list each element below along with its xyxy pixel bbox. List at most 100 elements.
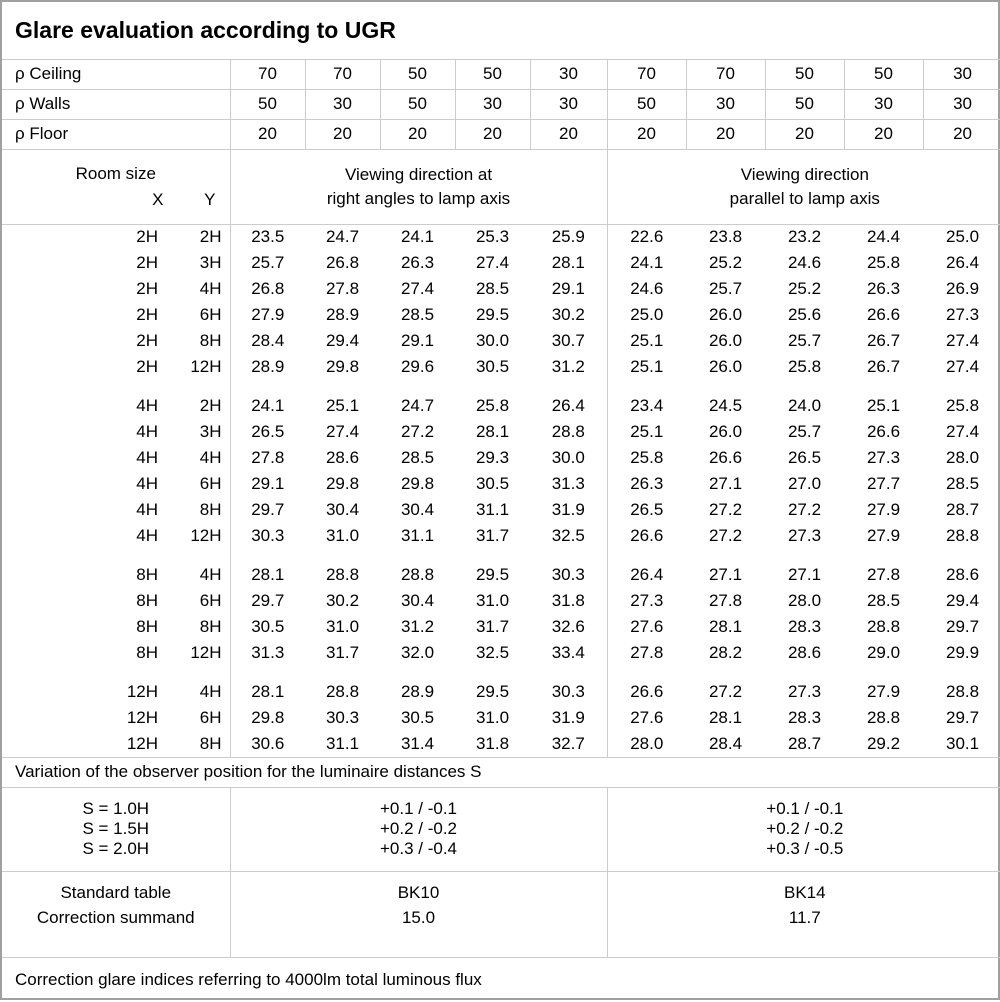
ugr-value-right-angles: 30.3 [530, 562, 607, 588]
ugr-value-right-angles: 29.8 [305, 354, 380, 380]
ugr-value-parallel: 25.0 [607, 302, 686, 328]
ugr-value-parallel: 27.3 [844, 445, 923, 471]
ugr-value-right-angles: 28.9 [380, 679, 455, 705]
ugr-value-parallel: 26.6 [686, 445, 765, 471]
x-column-label: X [2, 188, 174, 212]
ugr-value-right-angles: 29.5 [455, 562, 530, 588]
room-size-header: Room size X Y [2, 149, 230, 224]
ugr-value-parallel: 29.0 [844, 640, 923, 666]
room-x-value: 2H [2, 302, 164, 328]
standard-labels: Standard table Correction summand [2, 871, 230, 957]
variation-note-row: Variation of the observer position for t… [2, 757, 1000, 787]
ugr-value-right-angles: 31.0 [305, 523, 380, 549]
standard-table-value: BK10 [231, 880, 607, 905]
ugr-value-right-angles: 31.2 [530, 354, 607, 380]
ugr-value-parallel: 27.3 [923, 302, 1000, 328]
correction-summand-label: Correction summand [2, 905, 230, 930]
ugr-value-right-angles: 24.7 [380, 393, 455, 419]
ugr-value-right-angles: 31.8 [530, 588, 607, 614]
ugr-value-parallel: 28.1 [686, 705, 765, 731]
reflectance-value: 50 [765, 89, 844, 119]
ugr-value-parallel: 25.0 [923, 224, 1000, 250]
ugr-value-parallel: 27.4 [923, 328, 1000, 354]
ugr-value-parallel: 25.6 [765, 302, 844, 328]
s-distance-label: S = 2.0H [2, 839, 230, 859]
ugr-value-right-angles: 29.8 [230, 705, 305, 731]
ugr-value-right-angles: 28.8 [380, 562, 455, 588]
ugr-value-right-angles: 29.7 [230, 497, 305, 523]
ugr-value-right-angles: 30.7 [530, 328, 607, 354]
ugr-value-parallel: 26.6 [607, 679, 686, 705]
room-y-value: 3H [164, 419, 230, 445]
page-title: Glare evaluation according to UGR [2, 17, 1000, 44]
reflectance-value: 30 [923, 59, 1000, 89]
ugr-value-parallel: 29.7 [923, 614, 1000, 640]
ugr-value-parallel: 24.5 [686, 393, 765, 419]
ugr-value-parallel: 27.2 [765, 497, 844, 523]
block-gap [2, 666, 1000, 679]
ugr-value-parallel: 27.1 [765, 562, 844, 588]
reflectance-value: 30 [305, 89, 380, 119]
ugr-value-parallel: 27.6 [607, 705, 686, 731]
ugr-value-parallel: 24.6 [765, 250, 844, 276]
ugr-value-right-angles: 31.7 [305, 640, 380, 666]
ugr-value-parallel: 26.0 [686, 419, 765, 445]
s-distance-label: S = 1.0H [2, 799, 230, 819]
ugr-value-right-angles: 32.7 [530, 731, 607, 757]
footer-row: Correction glare indices referring to 40… [2, 957, 1000, 1002]
ugr-value-right-angles: 25.7 [230, 250, 305, 276]
ugr-value-parallel: 26.4 [607, 562, 686, 588]
standard-values-right-angles: BK10 15.0 [230, 871, 607, 957]
room-y-value: 6H [164, 705, 230, 731]
ugr-value-parallel: 26.4 [923, 250, 1000, 276]
gap-cell [230, 666, 607, 679]
ugr-value-parallel: 24.6 [607, 276, 686, 302]
group-header-line: Viewing direction [608, 163, 1000, 187]
ugr-value-parallel: 24.4 [844, 224, 923, 250]
ugr-value-right-angles: 30.0 [530, 445, 607, 471]
reflectance-label: ρ Walls [2, 89, 230, 119]
ugr-value-right-angles: 31.0 [455, 588, 530, 614]
room-y-value: 3H [164, 250, 230, 276]
reflectance-value: 70 [607, 59, 686, 89]
room-y-value: 8H [164, 731, 230, 757]
ugr-value-right-angles: 26.3 [380, 250, 455, 276]
ugr-value-right-angles: 32.6 [530, 614, 607, 640]
variation-note: Variation of the observer position for t… [2, 757, 1000, 787]
ugr-value-parallel: 24.0 [765, 393, 844, 419]
reflectance-value: 20 [607, 119, 686, 149]
reflectance-value: 50 [230, 89, 305, 119]
reflectance-value: 20 [686, 119, 765, 149]
ugr-value-right-angles: 30.4 [380, 497, 455, 523]
correction-summand-value: 11.7 [608, 905, 1000, 930]
ugr-value-right-angles: 26.8 [305, 250, 380, 276]
ugr-value-parallel: 28.6 [923, 562, 1000, 588]
reflectance-value: 30 [686, 89, 765, 119]
ugr-value-right-angles: 30.3 [530, 679, 607, 705]
reflectance-value: 50 [380, 89, 455, 119]
ugr-value-right-angles: 28.1 [530, 250, 607, 276]
room-x-value: 8H [2, 588, 164, 614]
ugr-value-parallel: 28.8 [923, 523, 1000, 549]
ugr-value-parallel: 23.8 [686, 224, 765, 250]
ugr-value-right-angles: 31.9 [530, 705, 607, 731]
ugr-value-right-angles: 28.9 [230, 354, 305, 380]
ugr-value-right-angles: 30.4 [380, 588, 455, 614]
ugr-value-right-angles: 33.4 [530, 640, 607, 666]
room-x-value: 8H [2, 562, 164, 588]
reflectance-value: 50 [607, 89, 686, 119]
reflectance-value: 30 [455, 89, 530, 119]
ugr-value-parallel: 28.8 [923, 679, 1000, 705]
reflectance-value: 70 [230, 59, 305, 89]
y-column-label: Y [174, 188, 230, 212]
ugr-value-parallel: 29.7 [923, 705, 1000, 731]
